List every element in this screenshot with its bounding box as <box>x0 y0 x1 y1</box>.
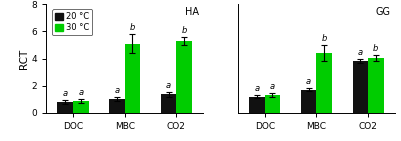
Bar <box>249 97 265 113</box>
Text: b: b <box>181 26 187 35</box>
Text: a: a <box>358 48 363 57</box>
Bar <box>316 53 332 113</box>
Bar <box>125 44 140 113</box>
Bar <box>57 102 73 113</box>
Bar <box>265 95 280 113</box>
Legend: 20 °C, 30 °C: 20 °C, 30 °C <box>52 9 92 35</box>
Bar <box>368 58 384 113</box>
Text: a: a <box>254 84 259 93</box>
Text: a: a <box>306 77 311 86</box>
Text: HA: HA <box>184 7 198 17</box>
Y-axis label: RCT: RCT <box>18 48 28 69</box>
Text: b: b <box>130 23 135 32</box>
Text: a: a <box>166 81 171 90</box>
Text: a: a <box>270 82 275 91</box>
Text: a: a <box>114 86 119 95</box>
Text: a: a <box>63 89 68 98</box>
Bar <box>109 99 125 113</box>
Text: a: a <box>78 88 83 97</box>
Text: b: b <box>322 34 327 43</box>
Bar <box>301 90 316 113</box>
Bar <box>73 101 89 113</box>
Bar <box>352 61 368 113</box>
Bar <box>161 94 176 113</box>
Text: b: b <box>373 44 379 53</box>
Text: GG: GG <box>375 7 390 17</box>
Bar <box>176 41 192 113</box>
